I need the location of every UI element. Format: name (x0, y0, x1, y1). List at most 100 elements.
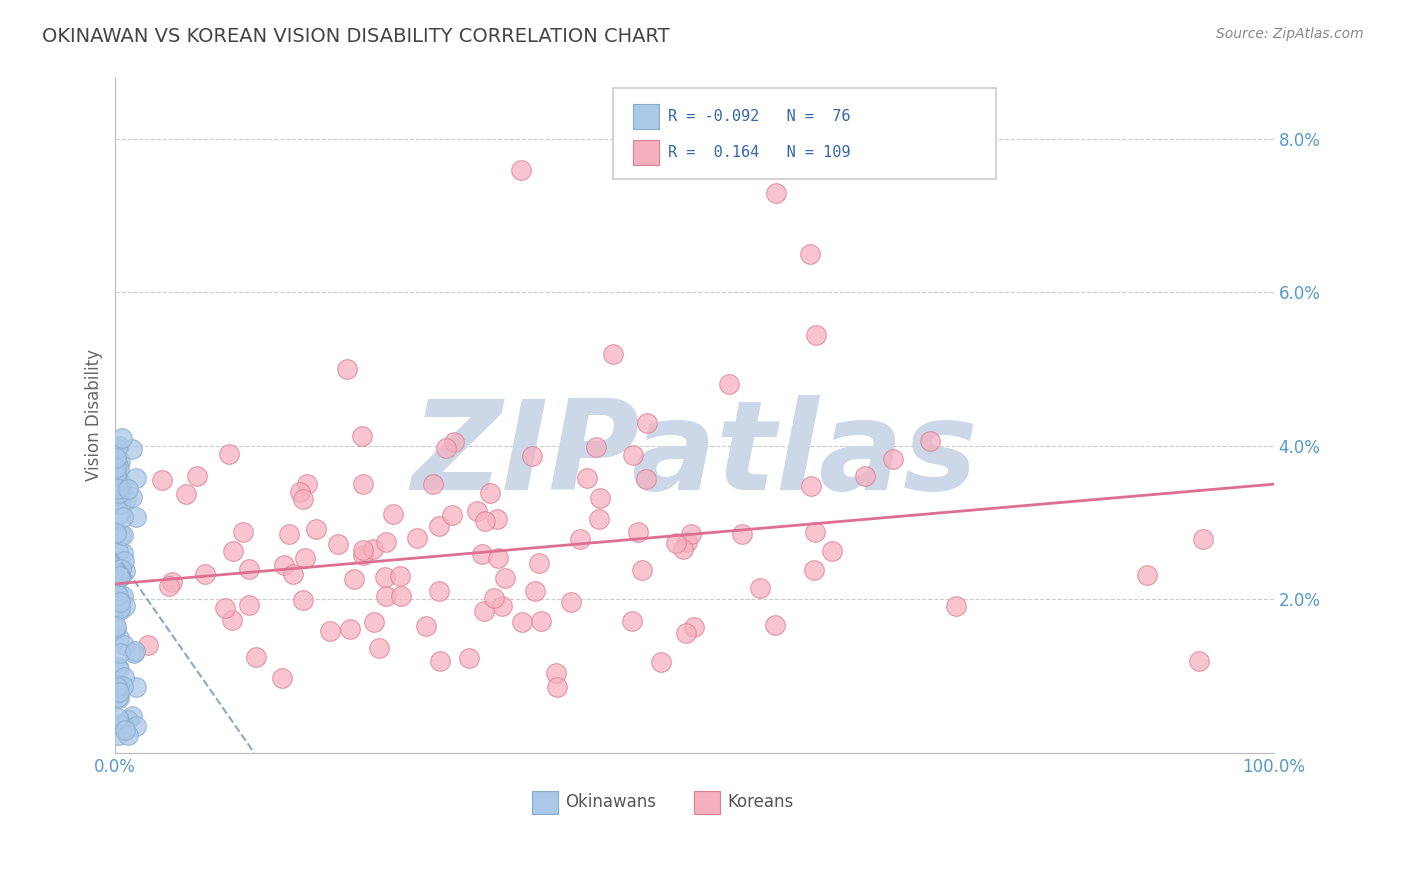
Point (375, 589, 398, 603)
Point (107, 588, 129, 602)
Point (363, 615, 385, 630)
Point (105, 442, 128, 456)
Point (339, 622, 361, 636)
Point (295, 477, 318, 491)
Point (108, 570, 131, 584)
Point (427, 519, 450, 533)
Point (124, 644, 146, 658)
Point (108, 461, 131, 475)
Point (1187, 654, 1209, 668)
Point (765, 186, 787, 200)
Point (529, 556, 551, 570)
Point (482, 591, 505, 605)
Point (121, 490, 143, 504)
Point (415, 619, 437, 633)
Point (627, 524, 650, 539)
Point (389, 569, 412, 583)
Point (374, 570, 396, 584)
Point (283, 567, 305, 582)
Point (434, 441, 457, 455)
Point (111, 528, 134, 542)
Point (353, 548, 375, 562)
Bar (633, 103, 658, 129)
Point (575, 471, 598, 485)
Point (763, 618, 786, 632)
Point (730, 526, 752, 541)
Point (110, 485, 132, 500)
Point (620, 614, 643, 628)
Point (108, 569, 131, 583)
Text: ZIPatlas: ZIPatlas (411, 395, 977, 516)
Point (288, 485, 311, 500)
Point (546, 680, 568, 694)
Point (108, 678, 131, 692)
Point (107, 544, 129, 558)
Point (238, 562, 260, 576)
Point (107, 439, 129, 453)
Y-axis label: Vision Disability: Vision Disability (86, 349, 103, 481)
Point (108, 601, 131, 615)
Point (176, 487, 198, 501)
Point (530, 614, 553, 628)
Point (104, 451, 127, 466)
Point (110, 646, 132, 660)
Point (117, 483, 139, 497)
Point (748, 581, 770, 595)
Point (799, 247, 821, 261)
Point (214, 601, 236, 615)
Point (186, 468, 208, 483)
Point (665, 536, 688, 550)
Point (429, 654, 451, 668)
Point (112, 554, 135, 568)
Point (107, 484, 129, 499)
Point (150, 473, 173, 487)
Point (110, 476, 132, 491)
Point (121, 709, 143, 723)
Point (122, 646, 145, 660)
Bar (633, 139, 658, 165)
Point (107, 711, 129, 725)
Point (108, 678, 131, 692)
Point (675, 626, 697, 640)
Point (803, 563, 825, 577)
Point (882, 451, 904, 466)
Point (105, 486, 128, 500)
Point (105, 718, 128, 732)
Point (110, 603, 132, 617)
Point (326, 537, 349, 551)
Point (485, 512, 508, 526)
Point (108, 485, 131, 500)
Point (117, 714, 139, 728)
Point (115, 491, 138, 506)
Point (479, 486, 502, 500)
Point (920, 434, 942, 449)
Point (471, 547, 494, 561)
Text: OKINAWAN VS KOREAN VISION DISABILITY CORRELATION CHART: OKINAWAN VS KOREAN VISION DISABILITY COR… (42, 27, 669, 45)
Point (104, 523, 127, 537)
Point (245, 649, 267, 664)
Point (675, 534, 697, 549)
Point (105, 467, 128, 482)
Point (108, 691, 131, 706)
Point (114, 723, 136, 738)
Point (194, 567, 217, 582)
Point (294, 551, 316, 566)
Point (1192, 532, 1215, 546)
Point (405, 531, 427, 545)
Point (560, 595, 582, 609)
Point (107, 659, 129, 673)
Point (232, 524, 254, 539)
Point (305, 522, 328, 536)
Point (107, 728, 129, 742)
Point (105, 619, 128, 633)
Point (422, 477, 444, 491)
Point (681, 527, 703, 541)
Point (111, 546, 134, 560)
Point (291, 491, 314, 506)
Point (718, 377, 741, 392)
Point (111, 589, 134, 603)
Point (108, 592, 131, 607)
Point (104, 526, 127, 541)
Point (136, 638, 159, 652)
Text: Koreans: Koreans (727, 793, 793, 811)
